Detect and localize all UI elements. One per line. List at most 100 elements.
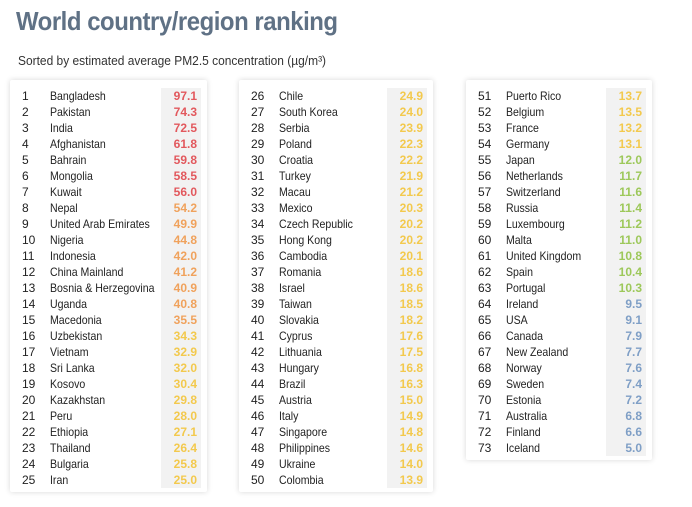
rank-number: 55 xyxy=(478,153,492,167)
rank-number: 35 xyxy=(251,233,265,247)
rank-number: 26 xyxy=(251,89,265,103)
country-name: Serbia xyxy=(279,121,310,135)
ranking-row: 72 Finland 6.6 xyxy=(472,424,646,440)
pm25-value: 11.2 xyxy=(606,216,646,232)
pm25-value: 14.0 xyxy=(387,456,427,472)
ranking-row: 42 Lithuania 17.5 xyxy=(245,344,427,360)
pm25-value: 9.1 xyxy=(606,312,646,328)
ranking-row: 63 Portugal 10.3 xyxy=(472,280,646,296)
country-name: Puerto Rico xyxy=(506,89,562,103)
ranking-row: 35 Hong Kong 20.2 xyxy=(245,232,427,248)
country-name: Finland xyxy=(506,425,541,439)
country-name: Bulgaria xyxy=(50,457,89,471)
pm25-value: 24.0 xyxy=(387,104,427,120)
country-name: Malta xyxy=(506,233,532,247)
ranking-row: 49 Ukraine 14.0 xyxy=(245,456,427,472)
country-name: Indonesia xyxy=(50,249,96,263)
country-name: Israel xyxy=(279,281,305,295)
rank-number: 50 xyxy=(251,473,265,487)
rank-number: 2 xyxy=(22,105,29,119)
country-name: France xyxy=(506,121,539,135)
rank-number: 56 xyxy=(478,169,492,183)
pm25-value: 28.0 xyxy=(161,408,201,424)
pm25-value: 13.2 xyxy=(606,120,646,136)
pm25-value: 7.2 xyxy=(606,392,646,408)
rank-number: 5 xyxy=(22,153,29,167)
rank-number: 3 xyxy=(22,121,29,135)
ranking-row: 6 Mongolia 58.5 xyxy=(16,168,201,184)
ranking-row: 26 Chile 24.9 xyxy=(245,88,427,104)
rank-number: 18 xyxy=(22,361,36,375)
pm25-value: 34.3 xyxy=(161,328,201,344)
pm25-value: 40.8 xyxy=(161,296,201,312)
rank-number: 27 xyxy=(251,105,265,119)
pm25-value: 21.9 xyxy=(387,168,427,184)
pm25-value: 13.1 xyxy=(606,136,646,152)
country-name: Turkey xyxy=(279,169,311,183)
pm25-value: 44.8 xyxy=(161,232,201,248)
pm25-value: 29.8 xyxy=(161,392,201,408)
country-name: Poland xyxy=(279,137,312,151)
pm25-value: 5.0 xyxy=(606,440,646,456)
country-name: Luxembourg xyxy=(506,217,565,231)
pm25-value: 10.3 xyxy=(606,280,646,296)
ranking-row: 18 Sri Lanka 32.0 xyxy=(16,360,201,376)
rank-number: 17 xyxy=(22,345,36,359)
pm25-value: 14.6 xyxy=(387,440,427,456)
country-name: USA xyxy=(506,313,528,327)
rank-number: 8 xyxy=(22,201,29,215)
ranking-row: 5 Bahrain 59.8 xyxy=(16,152,201,168)
country-name: Japan xyxy=(506,153,535,167)
country-name: Uzbekistan xyxy=(50,329,103,343)
pm25-value: 18.6 xyxy=(387,264,427,280)
country-name: Pakistan xyxy=(50,105,91,119)
pm25-value: 17.6 xyxy=(387,328,427,344)
ranking-column-3: 51 Puerto Rico 13.7 52 Belgium 13.5 53 France 13… xyxy=(466,80,652,460)
rank-number: 28 xyxy=(251,121,265,135)
rank-number: 42 xyxy=(251,345,265,359)
ranking-row: 11 Indonesia 42.0 xyxy=(16,248,201,264)
ranking-row: 65 USA 9.1 xyxy=(472,312,646,328)
pm25-value: 32.0 xyxy=(161,360,201,376)
ranking-row: 57 Switzerland 11.6 xyxy=(472,184,646,200)
ranking-row: 70 Estonia 7.2 xyxy=(472,392,646,408)
rank-number: 45 xyxy=(251,393,265,407)
country-name: Philippines xyxy=(279,441,331,455)
ranking-row: 41 Cyprus 17.6 xyxy=(245,328,427,344)
country-name: Ireland xyxy=(506,297,539,311)
pm25-value: 7.9 xyxy=(606,328,646,344)
country-name: India xyxy=(50,121,73,135)
country-name: Nigeria xyxy=(50,233,84,247)
country-name: Spain xyxy=(506,265,534,279)
pm25-value: 7.7 xyxy=(606,344,646,360)
pm25-value: 61.8 xyxy=(161,136,201,152)
ranking-row: 69 Sweden 7.4 xyxy=(472,376,646,392)
ranking-row: 47 Singapore 14.8 xyxy=(245,424,427,440)
pm25-value: 11.4 xyxy=(606,200,646,216)
country-name: Kuwait xyxy=(50,185,82,199)
rank-number: 44 xyxy=(251,377,265,391)
ranking-row: 73 Iceland 5.0 xyxy=(472,440,646,456)
rank-number: 32 xyxy=(251,185,265,199)
country-name: Romania xyxy=(279,265,322,279)
rank-number: 71 xyxy=(478,409,492,423)
ranking-row: 25 Iran 25.0 xyxy=(16,472,201,488)
pm25-value: 9.5 xyxy=(606,296,646,312)
country-name: Croatia xyxy=(279,153,314,167)
ranking-row: 44 Brazil 16.3 xyxy=(245,376,427,392)
rank-number: 68 xyxy=(478,361,492,375)
pm25-value: 17.5 xyxy=(387,344,427,360)
rank-number: 33 xyxy=(251,201,265,215)
ranking-row: 58 Russia 11.4 xyxy=(472,200,646,216)
rank-number: 39 xyxy=(251,297,265,311)
rank-number: 16 xyxy=(22,329,36,343)
ranking-row: 56 Netherlands 11.7 xyxy=(472,168,646,184)
pm25-value: 10.4 xyxy=(606,264,646,280)
country-name: Austria xyxy=(279,393,312,407)
rank-number: 58 xyxy=(478,201,492,215)
country-name: Kosovo xyxy=(50,377,86,391)
pm25-value: 32.9 xyxy=(161,344,201,360)
rank-number: 61 xyxy=(478,249,492,263)
ranking-row: 33 Mexico 20.3 xyxy=(245,200,427,216)
ranking-row: 38 Israel 18.6 xyxy=(245,280,427,296)
